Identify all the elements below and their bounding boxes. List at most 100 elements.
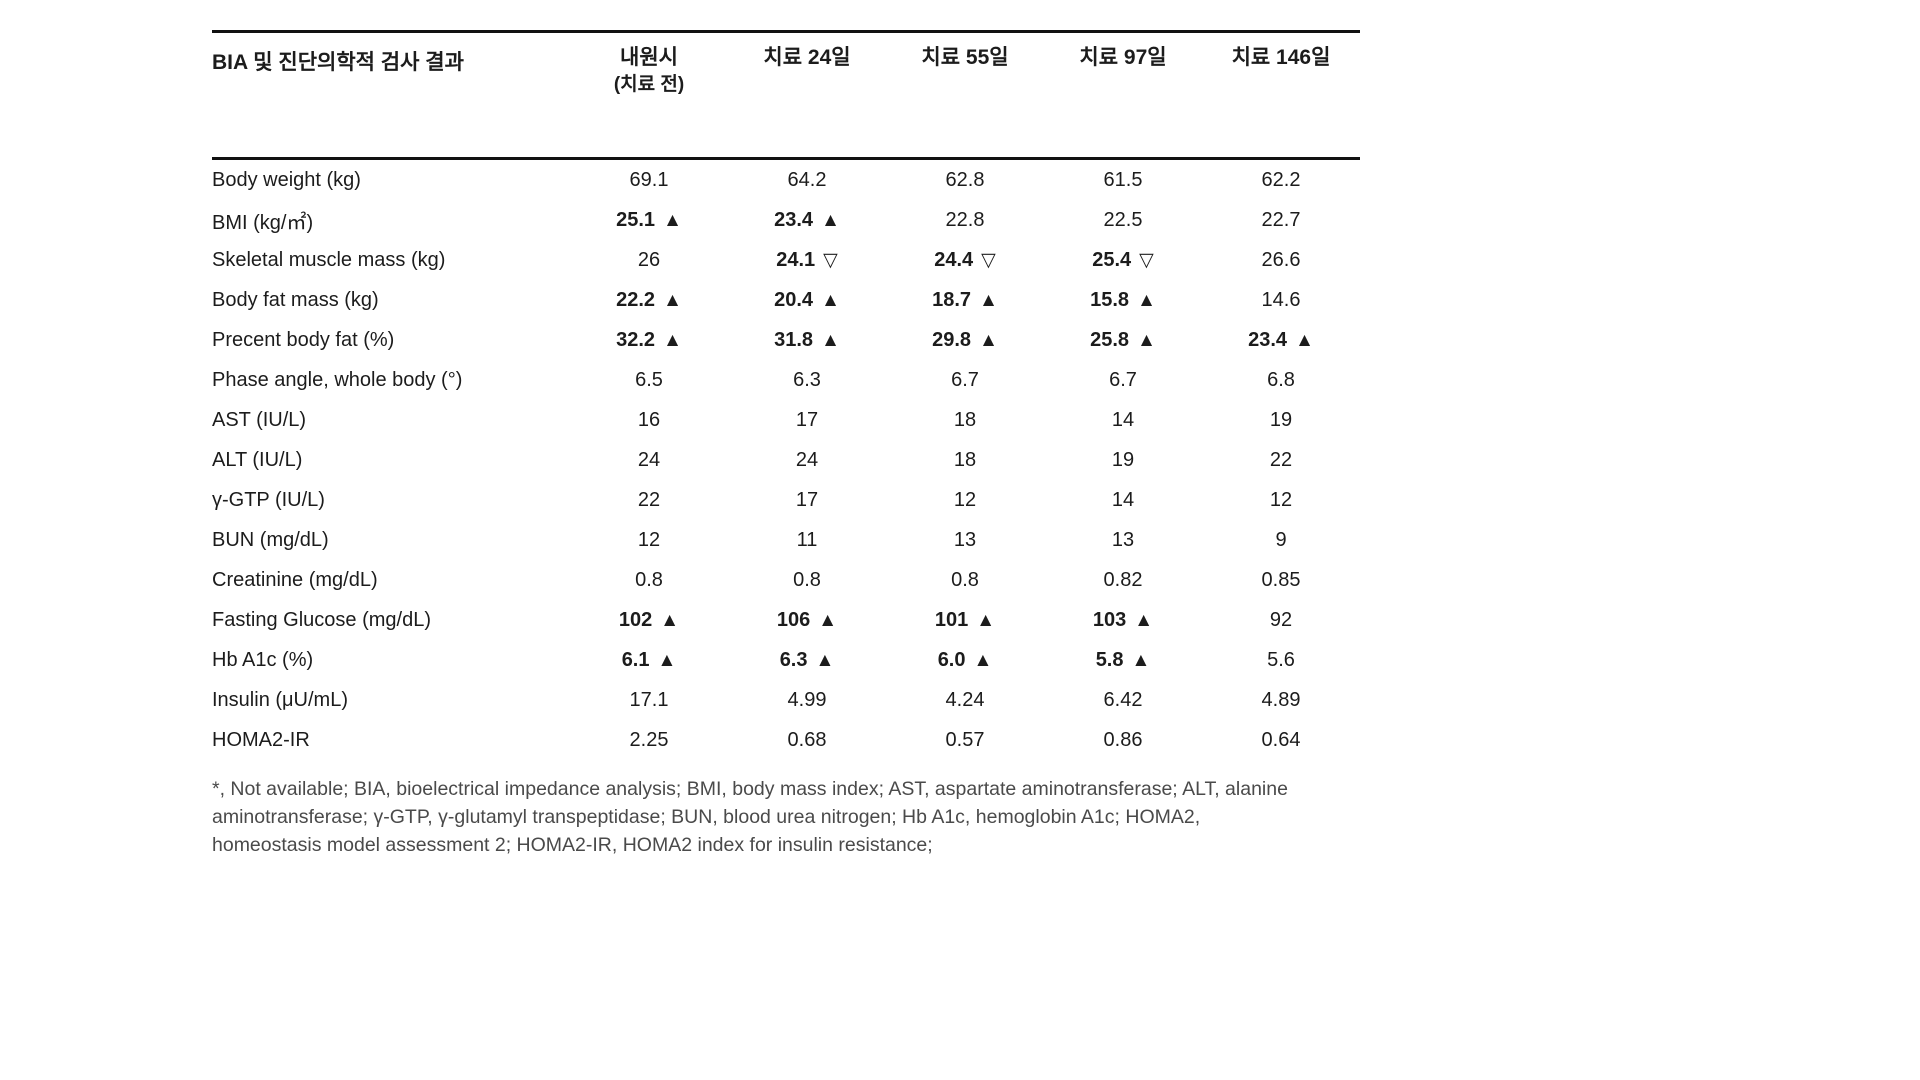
cell-value: 24.1 bbox=[776, 248, 816, 271]
row-label: Creatinine (mg/dL) bbox=[212, 568, 378, 591]
down-triangle-icon: ▽ bbox=[823, 249, 838, 271]
table-cell: 14.6 bbox=[1202, 289, 1360, 312]
table-cell: 0.82 bbox=[1044, 569, 1202, 592]
table-cell: 0.68 bbox=[728, 729, 886, 752]
cell-value: 0.85 bbox=[1261, 568, 1301, 591]
cell-value: 22 bbox=[637, 488, 661, 511]
table-cell: 62.2 bbox=[1202, 169, 1360, 192]
table-header-row: BIA 및 진단의학적 검사 결과 내원시 (치료 전) 치료 24일 치료 55일 치… bbox=[212, 30, 1360, 160]
table-cell: 22.7 bbox=[1202, 209, 1360, 232]
table-cell: 64.2 bbox=[728, 169, 886, 192]
table-cell: 6.3 bbox=[728, 369, 886, 392]
cell-value: 25.4 bbox=[1092, 248, 1132, 271]
table-cell: 6.5 bbox=[570, 369, 728, 392]
table-row: Body fat mass (kg) 22.2 ▲ 20.4 ▲ 18.7 ▲ 15.8 ▲ 14… bbox=[212, 280, 1360, 320]
cell-value: 0.8 bbox=[635, 568, 663, 591]
up-triangle-icon: ▲ bbox=[663, 289, 682, 311]
table-cell: 16 bbox=[570, 409, 728, 432]
table-cell: 4.24 bbox=[886, 689, 1044, 712]
cell-value: 29.8 bbox=[932, 328, 972, 351]
cell-value: 6.7 bbox=[951, 368, 979, 391]
row-label: Precent body fat (%) bbox=[212, 328, 395, 351]
table-row: BMI (kg/㎡) 25.1 ▲ 23.4 ▲ 22.8 22.5 22.7 bbox=[212, 200, 1360, 240]
table-cell: 22.2 ▲ bbox=[570, 289, 728, 312]
up-triangle-icon: ▲ bbox=[1295, 329, 1314, 351]
table-cell: 22.8 bbox=[886, 209, 1044, 232]
table-cell: 19 bbox=[1044, 449, 1202, 472]
table-cell: 32.2 ▲ bbox=[570, 329, 728, 352]
cell-value: 6.42 bbox=[1103, 688, 1143, 711]
cell-value: 4.99 bbox=[787, 688, 827, 711]
column-header-1: 치료 24일 bbox=[728, 43, 886, 157]
cell-value: 6.1 bbox=[621, 648, 650, 671]
cell-value: 0.8 bbox=[951, 568, 979, 591]
table-cell: 22.5 bbox=[1044, 209, 1202, 232]
cell-value: 23.4 bbox=[1248, 328, 1288, 351]
table-row: Phase angle, whole body (°) 6.5 6.3 6.7 6.7 6… bbox=[212, 360, 1360, 400]
table-cell: 17 bbox=[728, 409, 886, 432]
column-header-label: 치료 55일 bbox=[921, 46, 1009, 69]
table-row: Fasting Glucose (mg/dL) 102 ▲ 106 ▲ 101 ▲ 103 ▲ 9… bbox=[212, 600, 1360, 640]
table-cell: 20.4 ▲ bbox=[728, 289, 886, 312]
cell-value: 26 bbox=[637, 248, 661, 271]
table-cell: 25.1 ▲ bbox=[570, 209, 728, 232]
table-cell: 24.4 ▽ bbox=[886, 249, 1044, 272]
table-cell: 22 bbox=[1202, 449, 1360, 472]
cell-value: 22.5 bbox=[1103, 208, 1143, 231]
table-body: Body weight (kg) 69.1 64.2 62.8 61.5 62.2 BMI … bbox=[212, 160, 1360, 760]
table-row: Insulin (μU/mL) 17.1 4.99 4.24 6.42 4.89 bbox=[212, 680, 1360, 720]
table-title: BIA 및 진단의학적 검사 결과 bbox=[212, 51, 464, 74]
up-triangle-icon: ▲ bbox=[1137, 289, 1156, 311]
table-cell: 31.8 ▲ bbox=[728, 329, 886, 352]
cell-value: 31.8 bbox=[774, 328, 814, 351]
cell-value: 62.2 bbox=[1261, 168, 1301, 191]
cell-value: 25.8 bbox=[1090, 328, 1130, 351]
row-label: γ-GTP (IU/L) bbox=[212, 488, 325, 511]
cell-value: 24 bbox=[637, 448, 661, 471]
cell-value: 14.6 bbox=[1261, 288, 1301, 311]
table-row: γ-GTP (IU/L) 22 17 12 14 12 bbox=[212, 480, 1360, 520]
table-cell: 24 bbox=[728, 449, 886, 472]
table-cell: 106 ▲ bbox=[728, 609, 886, 632]
table-cell: 25.8 ▲ bbox=[1044, 329, 1202, 352]
table-cell: 29.8 ▲ bbox=[886, 329, 1044, 352]
cell-value: 22.8 bbox=[945, 208, 985, 231]
column-header-sublabel: (치료 전) bbox=[613, 74, 685, 96]
cell-value: 69.1 bbox=[629, 168, 669, 191]
cell-value: 13 bbox=[1111, 528, 1135, 551]
table-cell: 13 bbox=[886, 529, 1044, 552]
table-cell: 9 bbox=[1202, 529, 1360, 552]
table-cell: 13 bbox=[1044, 529, 1202, 552]
cell-value: 24 bbox=[795, 448, 819, 471]
row-label: Insulin (μU/mL) bbox=[212, 688, 348, 711]
table-cell: 24.1 ▽ bbox=[728, 249, 886, 272]
down-triangle-icon: ▽ bbox=[1139, 249, 1154, 271]
cell-value: 19 bbox=[1111, 448, 1135, 471]
cell-value: 92 bbox=[1269, 608, 1293, 631]
cell-value: 14 bbox=[1111, 408, 1135, 431]
table-cell: 4.99 bbox=[728, 689, 886, 712]
cell-value: 4.24 bbox=[945, 688, 985, 711]
table-row: Hb A1c (%) 6.1 ▲ 6.3 ▲ 6.0 ▲ 5.8 ▲ 5.6 bbox=[212, 640, 1360, 680]
up-triangle-icon: ▲ bbox=[1134, 609, 1154, 631]
table-cell: 62.8 bbox=[886, 169, 1044, 192]
table-cell: 11 bbox=[728, 529, 886, 552]
row-label: Body weight (kg) bbox=[212, 168, 361, 191]
cell-value: 0.82 bbox=[1103, 568, 1143, 591]
table-cell: 17 bbox=[728, 489, 886, 512]
table-cell: 102 ▲ bbox=[570, 609, 728, 632]
table-cell: 6.1 ▲ bbox=[570, 649, 728, 672]
cell-value: 106 bbox=[776, 608, 811, 631]
cell-value: 18.7 bbox=[932, 288, 972, 311]
table-cell: 26 bbox=[570, 249, 728, 272]
table-row: HOMA2-IR 2.25 0.68 0.57 0.86 0.64 bbox=[212, 720, 1360, 760]
table-cell: 23.4 ▲ bbox=[728, 209, 886, 232]
table-cell: 61.5 bbox=[1044, 169, 1202, 192]
table-cell: 18.7 ▲ bbox=[886, 289, 1044, 312]
cell-value: 6.3 bbox=[793, 368, 821, 391]
column-header-label: 치료 146일 bbox=[1231, 46, 1331, 69]
up-triangle-icon: ▲ bbox=[660, 609, 680, 631]
cell-value: 61.5 bbox=[1103, 168, 1143, 191]
cell-value: 26.6 bbox=[1261, 248, 1301, 271]
